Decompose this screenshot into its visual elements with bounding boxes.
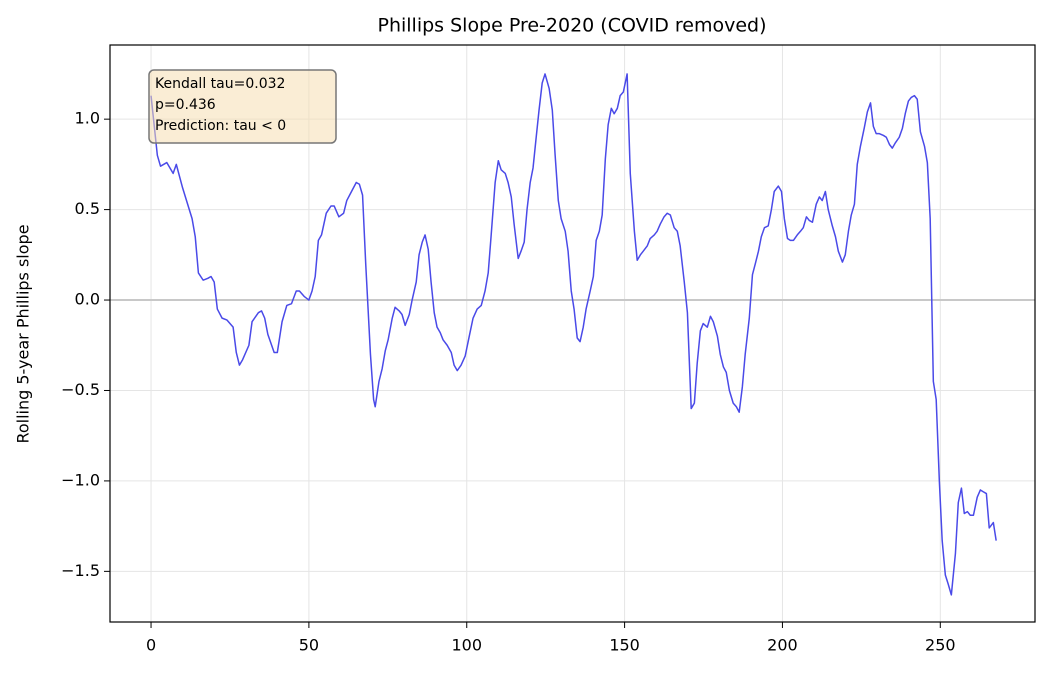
y-tick-label: 1.0 [75,109,100,128]
y-tick-label: −1.0 [61,470,100,489]
annotation-text: p=0.436 [155,97,216,113]
annotation-box: Kendall tau=0.032 p=0.436 Prediction: tau … [148,69,337,144]
annotation-text: Kendall tau=0.032 [155,76,285,92]
x-tick-label: 150 [609,636,640,655]
y-tick-label: −0.5 [61,380,100,399]
x-tick-label: 100 [451,636,482,655]
chart-title: Phillips Slope Pre-2020 (COVID removed) [377,15,766,37]
y-tick-label: 0.5 [75,199,100,218]
x-tick-label: 0 [146,636,156,655]
y-tick-label: −1.5 [61,561,100,580]
x-tick-label: 250 [925,636,956,655]
x-tick-label: 50 [299,636,319,655]
y-axis-label: Rolling 5-year Phillips slope [14,224,33,443]
plot-frame [109,44,1036,623]
annotation-background [148,69,337,144]
annotation-text: Prediction: tau < 0 [155,118,286,134]
y-tick-label: 0.0 [75,290,100,309]
x-tick-label: 200 [767,636,798,655]
line [150,73,997,596]
